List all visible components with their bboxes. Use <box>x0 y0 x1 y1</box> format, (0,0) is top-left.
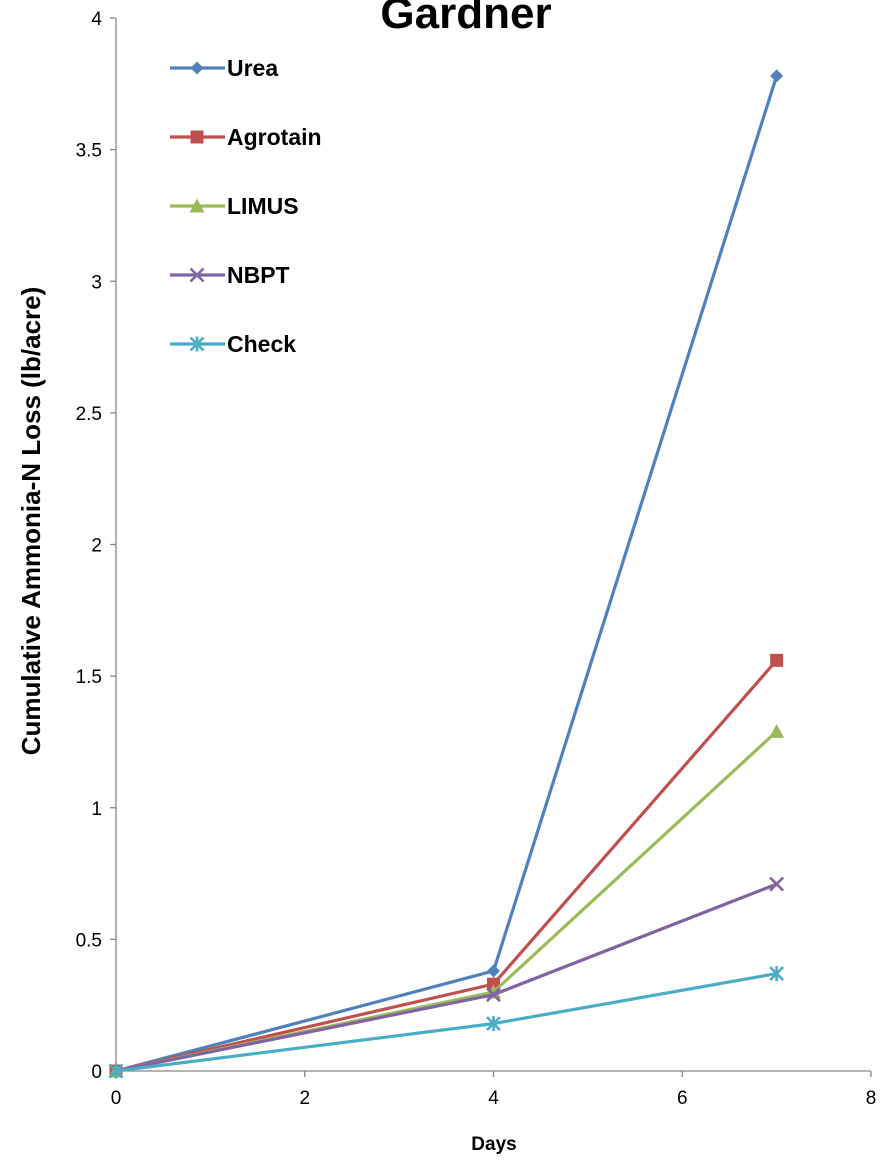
legend-label: Check <box>227 331 296 357</box>
legend-marker <box>189 336 205 352</box>
x-axis-title: Days <box>471 1134 516 1155</box>
y-tick-label: 2.5 <box>76 404 102 425</box>
data-point-check <box>108 1063 124 1079</box>
legend-marker <box>190 61 204 75</box>
data-point-check <box>486 1016 501 1032</box>
y-tick-label: 1.5 <box>76 667 102 688</box>
y-tick-label: 0 <box>91 1062 102 1083</box>
legend-marker <box>190 130 204 144</box>
axes: 0 0.5 1 1.5 2 2.5 3 3.5 4 0 2 4 6 8 <box>76 9 877 1109</box>
legend-label: NBPT <box>227 262 290 288</box>
data-point-nbpt <box>486 987 501 1003</box>
y-tick-label: 1 <box>91 799 102 820</box>
legend-item-nbpt: NBPT <box>170 262 290 288</box>
series-line-nbpt <box>115 882 778 1073</box>
legend-marker <box>189 267 205 283</box>
y-tick-label: 3 <box>91 272 102 293</box>
legend-item-limus: LIMUS <box>170 193 299 219</box>
series-line-agrotain <box>115 659 778 1073</box>
legend-label: LIMUS <box>227 193 299 219</box>
legend-label: Agrotain <box>227 124 322 150</box>
series-limus <box>108 723 785 1078</box>
data-point-limus <box>769 723 785 738</box>
series-agrotain <box>109 653 784 1078</box>
data-point-agrotain <box>770 653 784 667</box>
y-axis-title: Cumulative Ammonia-N Loss (lb/acre) <box>16 287 46 756</box>
legend-marker <box>189 198 205 213</box>
data-point-nbpt <box>769 876 785 892</box>
data-point-urea <box>770 69 784 83</box>
series-urea <box>109 69 784 1078</box>
x-tick-label: 2 <box>299 1088 310 1109</box>
legend: Urea Agrotain LIMUS NBPT Check <box>170 55 322 357</box>
y-tick-label: 0.5 <box>76 930 102 951</box>
y-tick-label: 2 <box>91 536 102 557</box>
series-line-check <box>115 972 777 1073</box>
legend-item-urea: Urea <box>170 55 278 81</box>
series-line-limus <box>115 730 778 1073</box>
y-tick-label: 4 <box>91 9 102 30</box>
legend-label: Urea <box>227 55 278 81</box>
data-point-urea <box>487 964 500 978</box>
legend-item-agrotain: Agrotain <box>170 124 322 150</box>
y-tick-label: 3.5 <box>76 141 102 162</box>
series-layer <box>108 69 785 1079</box>
chart-title: Gardner <box>380 0 551 38</box>
x-tick-label: 4 <box>488 1088 499 1109</box>
legend-item-check: Check <box>170 331 296 357</box>
series-check <box>108 966 785 1079</box>
x-tick-label: 8 <box>866 1088 877 1109</box>
x-tick-label: 6 <box>677 1088 688 1109</box>
data-point-check <box>769 966 785 982</box>
x-tick-label: 0 <box>111 1088 122 1109</box>
